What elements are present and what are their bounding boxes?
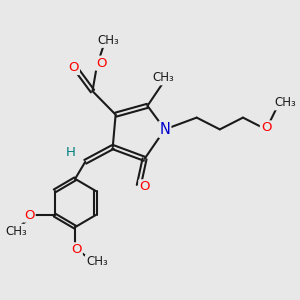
Text: O: O [96, 57, 106, 70]
Text: O: O [24, 208, 34, 222]
Text: O: O [68, 61, 79, 74]
Text: CH₃: CH₃ [86, 255, 108, 268]
Text: CH₃: CH₃ [5, 225, 27, 238]
Text: CH₃: CH₃ [152, 71, 174, 84]
Text: CH₃: CH₃ [98, 34, 119, 47]
Text: O: O [71, 243, 82, 256]
Text: O: O [139, 180, 150, 193]
Text: N: N [159, 122, 170, 137]
Text: O: O [261, 122, 272, 134]
Text: H: H [66, 146, 76, 159]
Text: CH₃: CH₃ [274, 96, 296, 110]
